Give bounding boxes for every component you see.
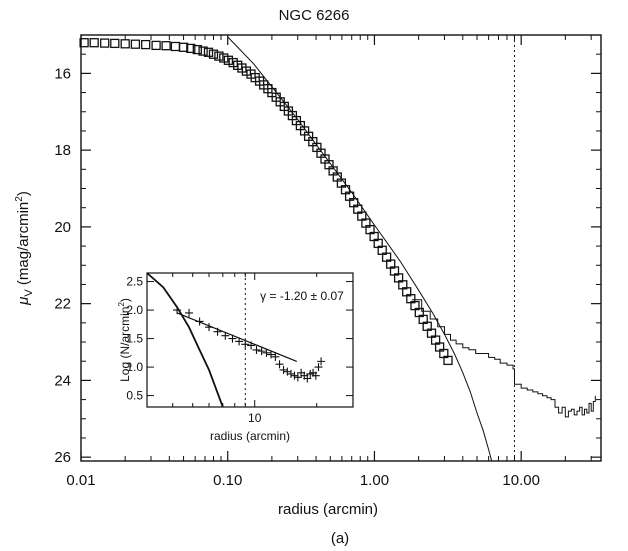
inset-data-point-plus (262, 348, 271, 357)
inset-x-axis-label: radius (arcmin) (210, 429, 290, 443)
data-point-square (110, 38, 120, 49)
inset-data-point-plus (314, 363, 323, 372)
figure-caption: (a) (331, 530, 349, 547)
y-axis-label-close: ) (15, 191, 32, 196)
inset-king-model-curve (146, 272, 224, 408)
x-tick-label: 1.00 (360, 472, 389, 489)
inset-annotation-gamma: γ = -1.20 ± 0.07 (260, 289, 344, 303)
inset-y-tick-label: 0.5 (126, 389, 143, 403)
data-point-square (161, 41, 171, 51)
data-point-square (141, 39, 151, 50)
inset-y-tick-label: 2.5 (126, 275, 143, 289)
x-tick-label: 0.10 (213, 472, 242, 489)
inset-panel: 10 0.5 1.0 1.5 2.0 2.5 (126, 272, 354, 425)
data-point-square (170, 41, 181, 52)
x-tick-label: 0.01 (66, 472, 95, 489)
inset-data-point-plus (241, 340, 250, 349)
inset-y-tick-label: 2.0 (126, 303, 143, 317)
x-axis-label: radius (arcmin) (278, 501, 378, 518)
inset-data-point-plus (247, 341, 256, 350)
inset-data-point-plus (228, 334, 237, 343)
y-axis-label-units: (mag/arcmin (15, 202, 32, 290)
inset-data-point-plus (290, 371, 299, 380)
y-axis-label-superscript: 2 (14, 196, 25, 202)
inset-data-point-plus (317, 357, 326, 366)
inset-data-point-plus (173, 306, 182, 315)
data-point-square (208, 49, 219, 59)
inset-y-tick-label: 1.0 (126, 360, 143, 374)
data-point-square (192, 44, 202, 55)
data-point-square (120, 39, 130, 49)
inset-y-axis-label-main: Log (N/arcmin (118, 307, 132, 382)
inset-data-point-plus (185, 308, 194, 317)
king-model-curve (227, 36, 493, 462)
inset-data-point-plus (311, 371, 320, 380)
inset-data-point-plus (221, 331, 230, 340)
data-point-square (178, 42, 189, 52)
step-profile-line (411, 299, 596, 418)
inset-data-point-plus (213, 327, 222, 336)
inset-data-point-plus (252, 345, 261, 354)
inset-data-point-plus (267, 350, 276, 359)
main-plot-frame (80, 34, 602, 462)
data-point-square (89, 38, 99, 48)
inset-data-point-plus (303, 374, 312, 383)
inset-data-point-plus (286, 369, 295, 378)
data-point-square (198, 46, 208, 56)
y-tick-label: 22 (54, 296, 71, 313)
inset-y-axis-label: Log (N/arcmin2) (117, 298, 132, 382)
data-point-square (443, 355, 453, 366)
inset-data-point-plus (275, 360, 284, 369)
data-point-square (223, 55, 234, 65)
inset-data-point-plus (257, 347, 266, 356)
inset-y-axis-label-close: ) (118, 298, 132, 302)
y-tick-label: 16 (54, 65, 71, 82)
inset-data-point-plus (195, 317, 204, 326)
data-point-square (100, 38, 110, 48)
inset-data-point-plus (279, 365, 288, 374)
inset-x-tick-label: 10 (248, 411, 262, 425)
data-point-square (151, 40, 161, 51)
inset-data-point-plus (205, 323, 214, 332)
data-point-square (130, 39, 141, 49)
y-axis-label-symbol: μ (15, 297, 32, 306)
inset-data-point-plus (271, 352, 280, 361)
inset-data-point-plus (235, 337, 244, 346)
y-axis-label: μV (mag/arcmin2) (14, 191, 35, 306)
y-tick-label: 18 (54, 142, 71, 159)
data-point-square (203, 47, 214, 57)
y-tick-label: 24 (54, 372, 71, 389)
chart-title: NGC 6266 (279, 7, 350, 24)
y-tick-label: 20 (54, 219, 71, 236)
data-point-square (186, 43, 196, 54)
y-axis-label-subscript: V (23, 289, 35, 297)
y-tick-label: 26 (54, 449, 71, 466)
main-axes: 0.01 0.10 1.00 10.00 16 18 20 22 24 26 (54, 34, 602, 489)
data-point-square (79, 38, 89, 48)
inset-data-point-plus (293, 373, 302, 382)
inset-y-tick-label: 1.5 (126, 332, 143, 346)
x-tick-label: 10.00 (502, 472, 540, 489)
inset-plot-frame (146, 272, 354, 408)
data-point-square (214, 51, 224, 61)
inset-y-axis-label-superscript: 2 (117, 302, 126, 307)
